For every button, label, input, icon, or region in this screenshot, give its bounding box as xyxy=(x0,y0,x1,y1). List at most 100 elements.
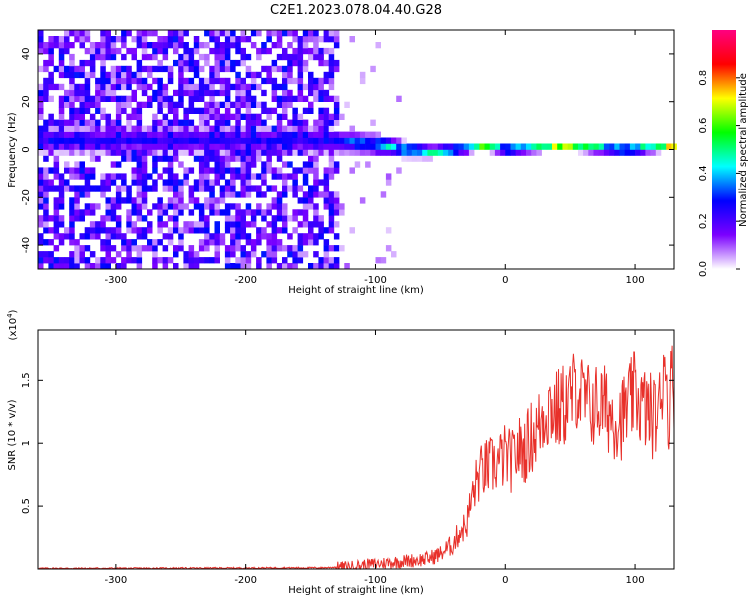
heatmap-cell xyxy=(115,125,122,132)
heatmap-cell xyxy=(354,131,361,138)
heatmap-cell xyxy=(53,203,60,210)
heatmap-cell xyxy=(271,30,278,37)
heatmap-cell xyxy=(339,245,345,252)
heatmap-cell xyxy=(157,209,163,216)
heatmap-cell xyxy=(173,251,179,258)
heatmap-cell xyxy=(100,215,106,222)
heatmap-cell xyxy=(276,263,283,270)
heatmap-cell xyxy=(193,227,200,234)
heatmap-cell xyxy=(188,47,195,55)
heatmap-cell xyxy=(126,251,132,258)
heatmap-cell xyxy=(152,167,158,174)
heatmap-cell xyxy=(635,149,641,156)
heatmap-cell xyxy=(178,143,184,150)
y-tick-label: 1.5 xyxy=(21,372,32,388)
heatmap-cell xyxy=(391,149,397,156)
heatmap-cell xyxy=(308,197,314,204)
heatmap-cell xyxy=(328,263,335,270)
heatmap-cell xyxy=(74,137,80,144)
heatmap-cell xyxy=(302,119,309,126)
heatmap-cell xyxy=(38,239,44,246)
heatmap-cell xyxy=(43,251,49,258)
heatmap-cell xyxy=(204,227,210,234)
heatmap-cell xyxy=(141,179,148,186)
heatmap-cell xyxy=(131,173,137,180)
heatmap-cell xyxy=(69,30,75,37)
heatmap-cell xyxy=(235,209,241,216)
heatmap-cell xyxy=(250,143,257,150)
heatmap-cell xyxy=(313,125,319,132)
heatmap-cell xyxy=(162,42,169,49)
heatmap-cell xyxy=(266,263,272,270)
heatmap-cell xyxy=(240,36,246,43)
heatmap-cell xyxy=(245,137,252,144)
heatmap-cell xyxy=(147,245,153,252)
heatmap-cell xyxy=(204,42,210,49)
heatmap-cell xyxy=(204,119,210,126)
heatmap-cell xyxy=(141,36,148,43)
heatmap-cell xyxy=(79,71,85,79)
heatmap-cell xyxy=(230,143,236,150)
heatmap-cell xyxy=(214,251,220,258)
heatmap-cell xyxy=(105,95,111,102)
heatmap-cell xyxy=(188,191,195,198)
heatmap-cell xyxy=(58,125,65,132)
heatmap-cell xyxy=(505,149,511,156)
heatmap-cell xyxy=(344,131,350,138)
heatmap-cell xyxy=(323,251,330,258)
heatmap-cell xyxy=(183,179,189,186)
heatmap-cell xyxy=(89,167,96,174)
heatmap-cell xyxy=(167,77,174,85)
heatmap-cell xyxy=(136,42,143,49)
heatmap-cell xyxy=(209,143,215,150)
heatmap-cell xyxy=(84,233,91,240)
heatmap-cell xyxy=(250,155,257,162)
heatmap-cell xyxy=(136,257,143,264)
heatmap-cell xyxy=(256,131,262,138)
heatmap-cell xyxy=(147,95,153,102)
heatmap-cell xyxy=(583,143,589,150)
heatmap-cell xyxy=(375,149,381,156)
heatmap-cell xyxy=(635,143,641,150)
heatmap-cell xyxy=(38,125,44,132)
heatmap-cell xyxy=(74,71,80,79)
heatmap-cell xyxy=(115,113,122,120)
heatmap-cell xyxy=(323,47,330,55)
heatmap-cell xyxy=(349,227,355,234)
heatmap-cell xyxy=(385,137,392,144)
heatmap-cell xyxy=(302,83,309,91)
heatmap-cell xyxy=(219,185,226,192)
heatmap-cell xyxy=(141,197,148,204)
heatmap-cell xyxy=(214,30,220,37)
heatmap-cell xyxy=(89,251,96,258)
heatmap-cell xyxy=(183,173,189,180)
heatmap-cell xyxy=(38,137,44,144)
heatmap-cell xyxy=(297,167,304,174)
heatmap-cell xyxy=(105,203,111,210)
heatmap-cell xyxy=(214,221,220,228)
heatmap-cell xyxy=(64,263,70,270)
heatmap-cell xyxy=(79,65,85,73)
heatmap-cell xyxy=(500,143,506,150)
y-tick-label: 0 xyxy=(21,146,32,152)
heatmap-cell xyxy=(276,155,283,162)
heatmap-cell xyxy=(359,197,366,204)
heatmap-cell xyxy=(79,173,85,180)
heatmap-cell xyxy=(204,221,210,228)
heatmap-cell xyxy=(183,77,189,85)
heatmap-cell xyxy=(245,161,252,168)
heatmap-cell xyxy=(95,131,101,138)
heatmap-cell xyxy=(48,77,54,85)
heatmap-cell xyxy=(297,42,304,49)
heatmap-cell xyxy=(178,227,184,234)
heatmap-cell xyxy=(183,42,189,49)
heatmap-cell xyxy=(302,95,309,102)
heatmap-cell xyxy=(385,179,392,186)
heatmap-cell xyxy=(328,119,335,126)
heatmap-cell xyxy=(297,239,304,246)
heatmap-cell xyxy=(58,131,65,138)
heatmap-cell xyxy=(245,185,252,192)
heatmap-cell xyxy=(230,179,236,186)
heatmap-cell xyxy=(230,173,236,180)
heatmap-cell xyxy=(167,95,174,102)
